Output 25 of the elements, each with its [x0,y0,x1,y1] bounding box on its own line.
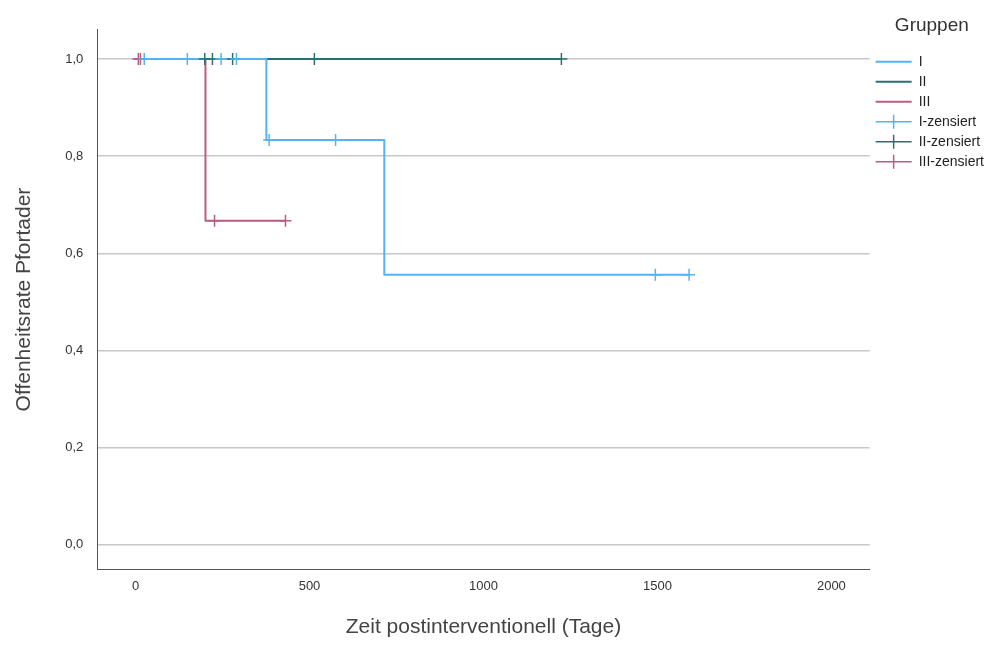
point [682,267,696,282]
y-axis-title: Offenheitsrate Pfortader [11,187,35,412]
legend-label: I [918,52,923,69]
x-axis-title: Zeit postinterventionell (Tage) [345,614,622,638]
y-tick-label: 0,6 [65,244,84,260]
legend-label: III [918,92,931,109]
x-tick-label: 1000 [469,577,498,593]
y-tick-label: 1,0 [65,50,84,66]
x-tick-label: 1500 [642,577,672,593]
point [278,214,293,228]
x-tick-label: 500 [298,577,321,593]
point [207,214,222,228]
y-tick-label: 0,8 [65,147,84,163]
legend-label: II [918,72,927,89]
legend-title: Gruppen [894,13,969,35]
legend-label: II-zensiert [918,132,981,149]
y-tick-label: 0,4 [65,342,84,358]
y-tick-label: 0,2 [65,439,84,455]
y-tick-label: 0,0 [65,536,84,552]
x-tick-label: 2000 [816,577,846,593]
legend-label: I-zensiert [918,112,977,129]
point [214,52,228,66]
x-tick-label: 0 [131,577,140,593]
point [648,267,663,282]
legend-label: III-zensiert [918,152,985,169]
